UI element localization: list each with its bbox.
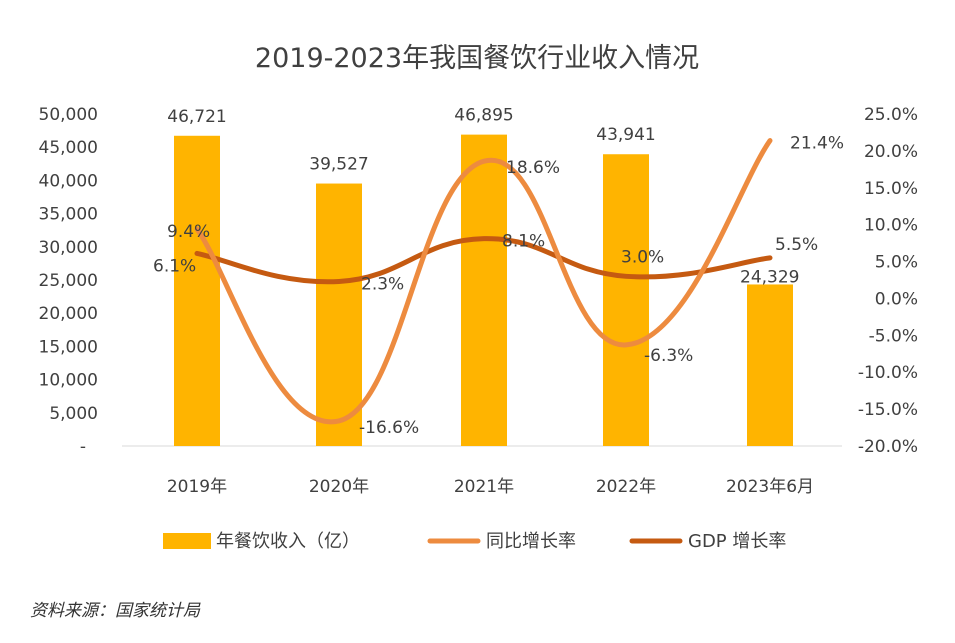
left-axis-tick-label: 40,000 <box>39 171 98 191</box>
right-axis-tick-label: 15.0% <box>864 179 918 199</box>
bar-series <box>174 134 793 447</box>
left-axis-tick-label: 25,000 <box>39 271 98 291</box>
yoy-growth-label: 21.4% <box>790 134 844 154</box>
combo-chart: 2019-2023年我国餐饮行业收入情况 - 5,000 10,000 15,000 2… <box>39 43 918 552</box>
source-note: 资料来源：国家统计局 <box>30 601 200 621</box>
x-axis-tick-label: 2020年 <box>309 477 369 497</box>
legend-label: GDP 增长率 <box>688 531 786 552</box>
right-axis-tick-label: 10.0% <box>864 216 918 236</box>
bar-value-label: 24,329 <box>740 267 799 287</box>
right-axis-tick-label: 0.0% <box>875 289 918 309</box>
legend-swatch-bar <box>163 533 211 549</box>
legend-label: 年餐饮收入（亿） <box>216 531 360 552</box>
yoy-growth-line <box>194 138 773 425</box>
gdp-growth-label: 6.1% <box>153 256 196 276</box>
bar <box>316 183 362 447</box>
legend-label: 同比增长率 <box>486 531 576 552</box>
left-axis-tick-label: 45,000 <box>39 138 98 158</box>
right-axis-tick-label: 20.0% <box>864 142 918 162</box>
yoy-growth-label: 9.4% <box>167 222 210 242</box>
yoy-growth-label: -6.3% <box>644 346 693 366</box>
right-axis-tick-label: 5.0% <box>875 253 918 273</box>
bar <box>603 154 649 447</box>
bar-value-label: 39,527 <box>309 155 368 175</box>
left-axis-tick-label: 50,000 <box>39 105 98 125</box>
bar-value-label: 46,721 <box>167 107 226 127</box>
right-axis-tick-label: 25.0% <box>864 105 918 125</box>
left-axis-tick-label: 35,000 <box>39 205 98 225</box>
left-axis-tick-label: 5,000 <box>49 404 98 424</box>
left-axis-tick-label: 10,000 <box>39 371 98 391</box>
line-series <box>194 138 773 425</box>
legend: 年餐饮收入（亿） 同比增长率 GDP 增长率 <box>163 531 786 552</box>
x-axis-tick-label: 2023年6月 <box>726 477 814 497</box>
bar <box>747 284 793 446</box>
left-axis-tick-label: 30,000 <box>39 238 98 258</box>
right-axis-tick-label: -10.0% <box>858 363 918 383</box>
left-axis-tick-label: - <box>80 437 86 457</box>
x-axis-tick-label: 2019年 <box>167 477 227 497</box>
right-axis-tick-label: -5.0% <box>869 326 918 346</box>
bar <box>461 134 507 447</box>
gdp-growth-label: 5.5% <box>775 235 818 255</box>
bar-value-label: 43,941 <box>596 125 655 145</box>
gdp-growth-line <box>194 236 773 285</box>
right-axis-tick-label: -15.0% <box>858 400 918 420</box>
gdp-growth-label: 3.0% <box>621 247 664 267</box>
right-axis: -20.0% -15.0% -10.0% -5.0% 0.0% 5.0% 10.0% 15.0… <box>858 105 918 457</box>
yoy-growth-label: 18.6% <box>506 158 560 178</box>
x-axis: 2019年 2020年 2021年 2022年 2023年6月 <box>122 445 842 497</box>
bar <box>174 135 220 446</box>
x-axis-tick-label: 2022年 <box>596 477 656 497</box>
right-axis-tick-label: -20.0% <box>858 437 918 457</box>
left-axis-tick-label: 20,000 <box>39 304 98 324</box>
chart-title: 2019-2023年我国餐饮行业收入情况 <box>255 43 699 74</box>
left-axis: - 5,000 10,000 15,000 20,000 25,000 30,000 35,0… <box>39 105 98 457</box>
data-labels: 46,721 39,527 46,895 43,941 24,329 9.4% -16.6%… <box>153 106 844 438</box>
bar-value-label: 46,895 <box>454 106 513 126</box>
left-axis-tick-label: 15,000 <box>39 337 98 357</box>
gdp-growth-label: 8.1% <box>502 232 545 252</box>
yoy-growth-label: -16.6% <box>359 418 419 438</box>
gdp-growth-label: 2.3% <box>361 274 404 294</box>
x-axis-tick-label: 2021年 <box>454 477 514 497</box>
